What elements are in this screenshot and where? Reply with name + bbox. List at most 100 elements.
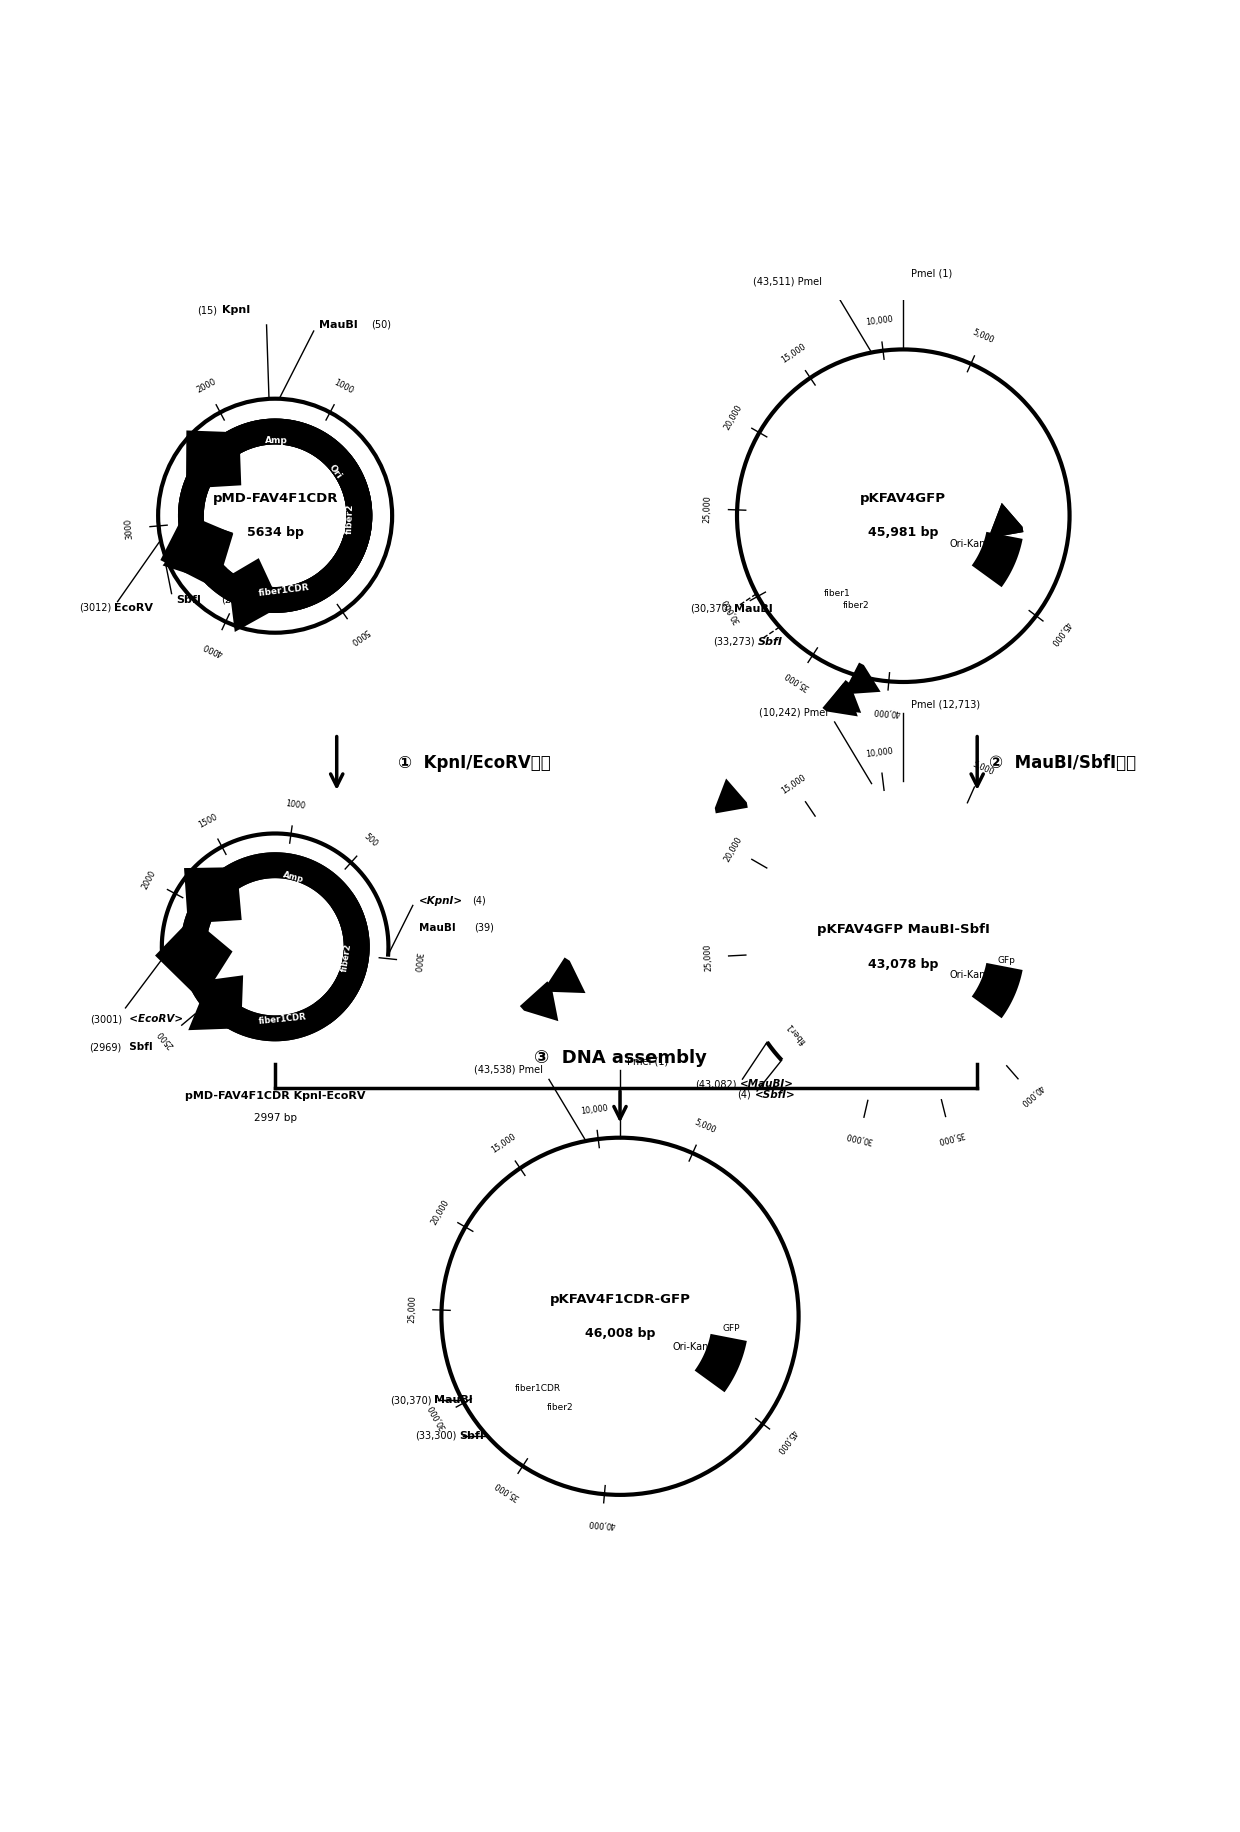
Polygon shape bbox=[187, 973, 243, 1030]
Polygon shape bbox=[160, 513, 233, 583]
Polygon shape bbox=[520, 982, 558, 1020]
Text: 20,000: 20,000 bbox=[723, 835, 744, 863]
Text: (3012): (3012) bbox=[79, 603, 112, 612]
Text: 30,000: 30,000 bbox=[722, 597, 743, 625]
Text: SbfI: SbfI bbox=[122, 1042, 153, 1052]
Text: MauBI: MauBI bbox=[319, 321, 357, 330]
Text: 20,000: 20,000 bbox=[723, 403, 744, 432]
Polygon shape bbox=[155, 918, 233, 991]
Text: ②  MauBI/SbfI酶切: ② MauBI/SbfI酶切 bbox=[990, 755, 1137, 773]
Text: fiber1: fiber1 bbox=[786, 1020, 808, 1044]
Text: pKFAV4GFP MauBI-SbfI: pKFAV4GFP MauBI-SbfI bbox=[817, 923, 990, 936]
Text: 500: 500 bbox=[362, 832, 379, 848]
Text: GFp: GFp bbox=[997, 956, 1016, 965]
Polygon shape bbox=[205, 418, 372, 614]
Text: SbfI: SbfI bbox=[176, 595, 201, 605]
Text: 25,000: 25,000 bbox=[407, 1295, 417, 1323]
Text: 35,000: 35,000 bbox=[782, 669, 811, 691]
Text: (33,273): (33,273) bbox=[713, 638, 755, 647]
Text: Ori-Kan: Ori-Kan bbox=[949, 969, 986, 980]
Text: Amp: Amp bbox=[283, 870, 305, 885]
Text: 5000: 5000 bbox=[348, 627, 371, 645]
Polygon shape bbox=[714, 779, 748, 813]
Text: (43,511) PmeI: (43,511) PmeI bbox=[753, 277, 822, 286]
Text: 4000: 4000 bbox=[202, 639, 224, 658]
Text: (4): (4) bbox=[737, 1090, 751, 1099]
Text: MauBI: MauBI bbox=[419, 923, 456, 932]
Text: 2000: 2000 bbox=[140, 868, 157, 890]
Text: (39): (39) bbox=[475, 923, 495, 932]
Text: PmeI (12,713): PmeI (12,713) bbox=[910, 700, 980, 709]
Text: KpnI: KpnI bbox=[222, 306, 250, 315]
Text: <MauBI>: <MauBI> bbox=[740, 1079, 794, 1088]
Text: 35,000: 35,000 bbox=[936, 1129, 965, 1145]
Text: (33,300): (33,300) bbox=[415, 1431, 456, 1440]
Polygon shape bbox=[991, 502, 1023, 539]
Text: MauBI: MauBI bbox=[734, 603, 773, 614]
Text: (50): (50) bbox=[372, 321, 392, 330]
Text: fiber1CDR: fiber1CDR bbox=[258, 583, 310, 597]
Text: 5,000: 5,000 bbox=[693, 1118, 717, 1134]
Polygon shape bbox=[694, 1334, 746, 1392]
Polygon shape bbox=[192, 852, 370, 1041]
Text: Ori-Kan: Ori-Kan bbox=[949, 539, 986, 550]
Text: 43,078 bp: 43,078 bp bbox=[868, 958, 939, 971]
Text: (30,370): (30,370) bbox=[691, 603, 732, 614]
Text: (3001): (3001) bbox=[89, 1015, 122, 1024]
Text: GFP: GFP bbox=[998, 524, 1016, 533]
Text: 30,000: 30,000 bbox=[428, 1403, 449, 1431]
Polygon shape bbox=[210, 559, 281, 632]
Text: 5,000: 5,000 bbox=[971, 328, 994, 346]
Text: (2969): (2969) bbox=[89, 1042, 122, 1052]
Text: 1500: 1500 bbox=[197, 812, 219, 830]
Text: 40,000: 40,000 bbox=[872, 705, 900, 716]
Polygon shape bbox=[822, 683, 858, 716]
Text: 30,000: 30,000 bbox=[844, 1130, 873, 1145]
Text: Ori-Kan: Ori-Kan bbox=[673, 1343, 709, 1352]
Text: pMD-FAV4F1CDR: pMD-FAV4F1CDR bbox=[212, 493, 337, 506]
Polygon shape bbox=[844, 663, 880, 694]
Text: SbfI: SbfI bbox=[459, 1431, 484, 1440]
Text: <EcoRV>: <EcoRV> bbox=[122, 1015, 184, 1024]
Polygon shape bbox=[162, 515, 233, 583]
Polygon shape bbox=[179, 418, 372, 592]
Polygon shape bbox=[179, 418, 372, 614]
Text: fiber2: fiber2 bbox=[340, 942, 353, 973]
Text: (2980): (2980) bbox=[221, 595, 253, 605]
Text: 3000: 3000 bbox=[124, 518, 134, 539]
Text: fiber2: fiber2 bbox=[547, 1403, 573, 1412]
Text: 45,000: 45,000 bbox=[774, 1427, 799, 1455]
Text: 15,000: 15,000 bbox=[490, 1132, 517, 1156]
Text: fiber2: fiber2 bbox=[345, 504, 355, 533]
Text: (30,370): (30,370) bbox=[391, 1396, 432, 1405]
Text: 25,000: 25,000 bbox=[703, 943, 713, 971]
Text: (15): (15) bbox=[197, 306, 217, 315]
Text: GFP: GFP bbox=[722, 1325, 739, 1334]
Text: 2500: 2500 bbox=[156, 1028, 176, 1050]
Text: 5634 bp: 5634 bp bbox=[247, 526, 304, 539]
Text: EcoRV: EcoRV bbox=[114, 603, 153, 612]
Polygon shape bbox=[181, 892, 370, 1041]
Text: 1000: 1000 bbox=[284, 799, 305, 812]
Text: 2000: 2000 bbox=[195, 377, 218, 396]
Text: Ori: Ori bbox=[327, 462, 343, 480]
Text: pKFAV4GFP: pKFAV4GFP bbox=[861, 493, 946, 506]
Text: ③  DNA assembly: ③ DNA assembly bbox=[533, 1048, 707, 1066]
Text: (43,082): (43,082) bbox=[694, 1079, 737, 1088]
Polygon shape bbox=[181, 852, 370, 1024]
Text: (43,538) PmeI: (43,538) PmeI bbox=[474, 1064, 543, 1075]
Text: 15,000: 15,000 bbox=[780, 343, 807, 365]
Text: ①  KpnI/EcoRV酶切: ① KpnI/EcoRV酶切 bbox=[398, 755, 551, 773]
Polygon shape bbox=[186, 431, 242, 487]
Text: 25,000: 25,000 bbox=[703, 495, 713, 522]
Text: fiber1: fiber1 bbox=[823, 588, 851, 597]
Text: 15,000: 15,000 bbox=[780, 773, 807, 795]
Text: <KpnI>: <KpnI> bbox=[419, 896, 463, 905]
Text: 1000: 1000 bbox=[332, 377, 356, 396]
Text: 10,000: 10,000 bbox=[580, 1103, 609, 1116]
Text: 46,008 bp: 46,008 bp bbox=[585, 1326, 655, 1339]
Text: Amp: Amp bbox=[264, 436, 288, 445]
Text: (4): (4) bbox=[472, 896, 486, 905]
Text: 10,000: 10,000 bbox=[866, 746, 894, 758]
Polygon shape bbox=[826, 680, 861, 713]
